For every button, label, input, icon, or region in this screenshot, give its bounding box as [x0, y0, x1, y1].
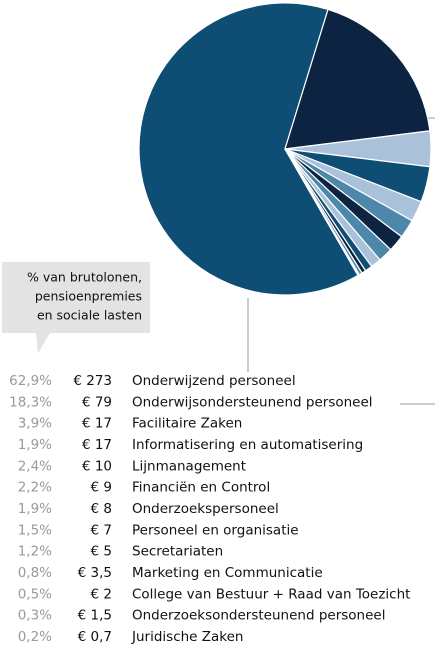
value-label: € 0,7 — [78, 629, 112, 645]
value-label: € 3,5 — [78, 565, 112, 581]
value-label: € 8 — [91, 501, 112, 517]
category-label: Onderzoekspersoneel — [132, 501, 279, 517]
pie-slice — [138, 2, 359, 296]
share-label: 2,2% — [18, 480, 52, 496]
share-label: 0,5% — [18, 586, 52, 602]
category-label: Secretariaten — [132, 544, 223, 560]
annotation-text: pensioenpremies — [35, 289, 142, 304]
category-label: Onderzoeksondersteunend personeel — [132, 608, 385, 624]
value-label: € 273 — [73, 373, 112, 389]
leader-line — [400, 117, 435, 405]
category-label: Juridische Zaken — [131, 629, 244, 645]
annotation-box — [2, 262, 150, 333]
share-label: 2,4% — [18, 458, 52, 474]
category-label: Personeel en organisatie — [132, 522, 299, 538]
value-label: € 5 — [91, 544, 112, 560]
share-label: 1,5% — [18, 522, 52, 538]
category-label: Onderwijsondersteunend personeel — [132, 394, 373, 410]
pie-slice — [284, 8, 431, 150]
share-label: 0,8% — [18, 565, 52, 581]
share-label: 18,3% — [9, 394, 52, 410]
category-label: Informatisering en automatisering — [132, 437, 363, 453]
value-label: € 2 — [91, 586, 112, 602]
value-label: € 79 — [82, 394, 112, 410]
share-label: 1,9% — [18, 437, 52, 453]
share-label: 0,2% — [18, 629, 52, 645]
value-label: € 1,5 — [78, 608, 112, 624]
annotation-text: en sociale lasten — [37, 308, 142, 323]
share-label: 3,9% — [18, 416, 52, 432]
share-label: 1,9% — [18, 501, 52, 517]
value-label: € 10 — [82, 458, 112, 474]
value-label: € 17 — [82, 416, 112, 432]
annotation-pointer — [36, 333, 50, 353]
annotation-text: % van brutolonen, — [27, 270, 142, 285]
pie-slice — [284, 148, 361, 277]
share-label: 62,9% — [9, 373, 52, 389]
category-label: Financiën en Control — [132, 480, 270, 496]
category-label: Facilitaire Zaken — [132, 416, 242, 432]
category-label: Lijnmanagement — [132, 458, 246, 474]
category-label: College van Bestuur + Raad van Toezicht — [132, 586, 410, 602]
category-label: Onderwijzend personeel — [132, 373, 296, 389]
value-label: € 7 — [91, 522, 112, 538]
value-label: € 9 — [91, 480, 112, 496]
value-label: € 17 — [82, 437, 112, 453]
share-label: 1,2% — [18, 544, 52, 560]
share-label: 0,3% — [18, 608, 52, 624]
category-label: Marketing en Communicatie — [132, 565, 323, 581]
